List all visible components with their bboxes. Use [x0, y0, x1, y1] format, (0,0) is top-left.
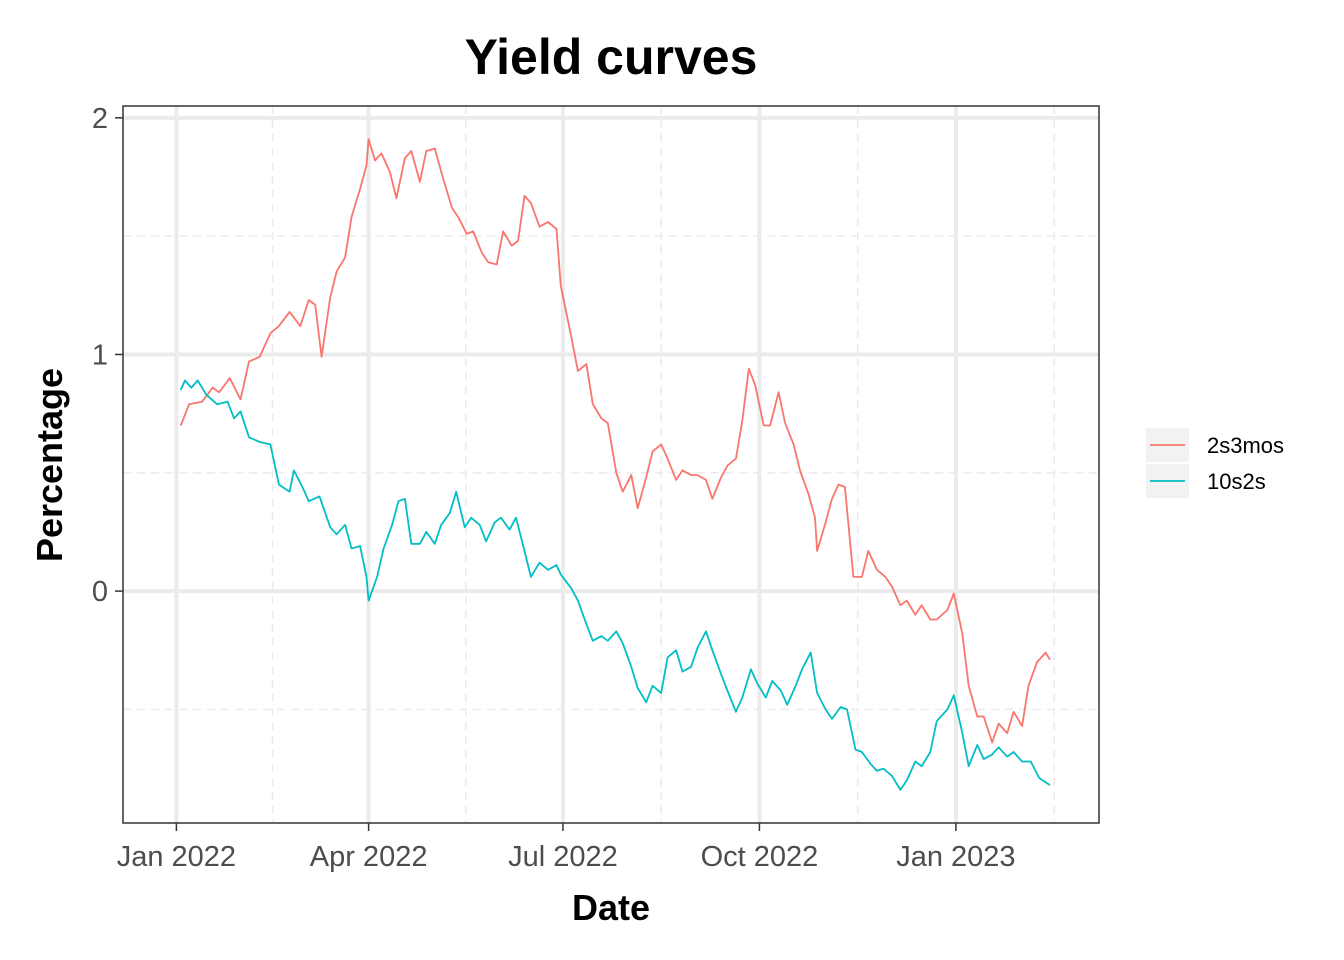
x-tick-label: Jan 2022 [117, 841, 236, 873]
x-tick-label: Jul 2022 [508, 841, 618, 873]
plot-background [123, 106, 1099, 823]
x-axis: Jan 2022 Apr 2022 Jul 2022 Oct 2022 Jan 2023 [117, 823, 1016, 873]
x-tick-label: Oct 2022 [701, 841, 819, 873]
legend-label-2s3mos: 2s3mos [1207, 433, 1284, 458]
chart-title: Yield curves [465, 29, 758, 85]
legend-label-10s2s: 10s2s [1207, 469, 1266, 494]
plot-panel [122, 105, 1100, 824]
x-tick-label: Jan 2023 [896, 841, 1015, 873]
y-tick-label: 1 [92, 339, 108, 371]
series-line-10s2s [179, 379, 1051, 791]
series-lines [179, 138, 1051, 791]
major-gridlines [123, 106, 1099, 823]
y-tick-label: 2 [92, 103, 108, 135]
y-axis-title: Percentage [29, 368, 70, 562]
x-axis-title: Date [572, 887, 650, 928]
legend: 2s3mos 10s2s [1146, 428, 1284, 498]
y-axis: 0 1 2 [92, 103, 123, 608]
x-tick-label: Apr 2022 [310, 841, 428, 873]
series-line-2s3mos [179, 138, 1051, 744]
y-tick-label: 0 [92, 576, 108, 608]
plot-border [122, 105, 1100, 824]
minor-gridlines [123, 106, 1099, 823]
